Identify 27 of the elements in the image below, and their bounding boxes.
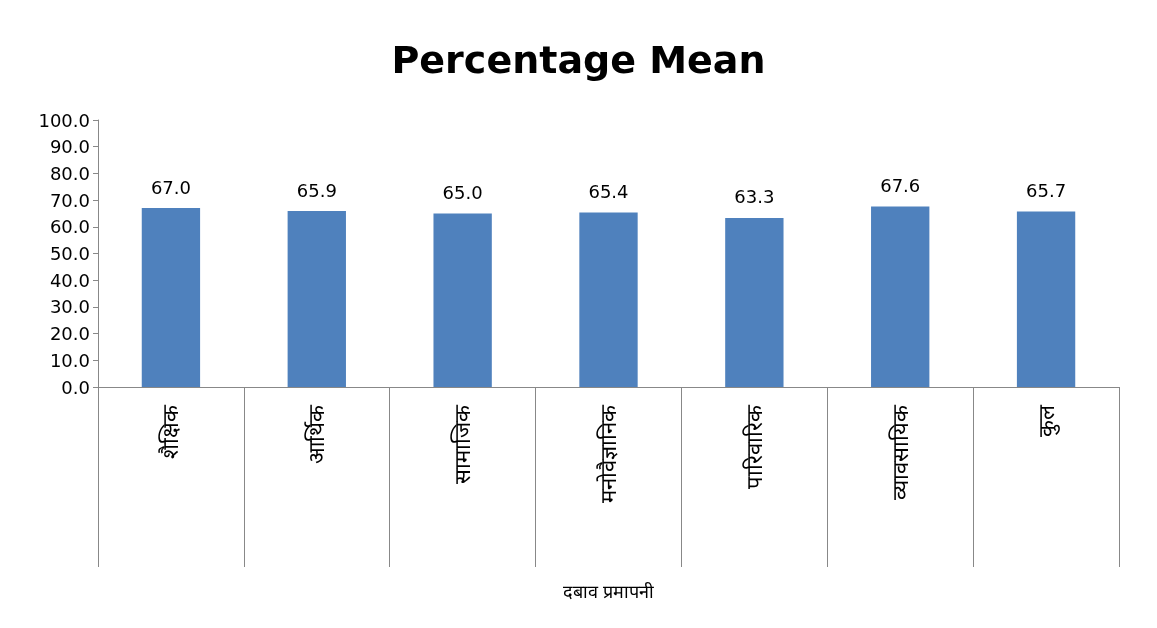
x-tick-label: आर्थिक <box>304 404 330 464</box>
data-label: 63.3 <box>734 186 775 208</box>
data-label: 65.7 <box>1026 180 1067 202</box>
x-tick-label: सामाजिक <box>450 404 476 484</box>
x-tick-label: व्यावसायिक <box>887 404 913 500</box>
y-tick-label: 20.0 <box>49 323 90 345</box>
y-tick-label: 30.0 <box>49 296 90 318</box>
x-tick-label: कुल <box>1033 404 1060 437</box>
data-label: 65.9 <box>296 179 337 201</box>
y-tick-label: 70.0 <box>49 189 90 211</box>
data-label: 65.4 <box>588 180 629 202</box>
y-tick-label: 100.0 <box>38 109 90 131</box>
x-tick-label: पारिवारिक <box>741 404 767 489</box>
x-tick-label: मनोवैज्ञानिक <box>596 404 621 503</box>
data-label: 67.0 <box>150 176 191 198</box>
y-tick-label: 40.0 <box>49 269 90 291</box>
y-tick-label: 80.0 <box>49 162 90 184</box>
data-label: 65.0 <box>442 181 483 203</box>
y-tick-label: 90.0 <box>49 136 90 158</box>
y-tick-label: 50.0 <box>49 243 90 264</box>
y-tick-label: 60.0 <box>49 216 90 238</box>
data-label: 67.6 <box>880 175 921 197</box>
chart-title: Percentage Mean <box>391 38 766 82</box>
x-tick-label: शैक्षिक <box>158 404 184 459</box>
y-tick-label: 0.0 <box>61 376 90 398</box>
x-axis-title: दबाव प्रमापनी <box>562 580 655 602</box>
y-tick-label: 10.0 <box>49 349 90 371</box>
